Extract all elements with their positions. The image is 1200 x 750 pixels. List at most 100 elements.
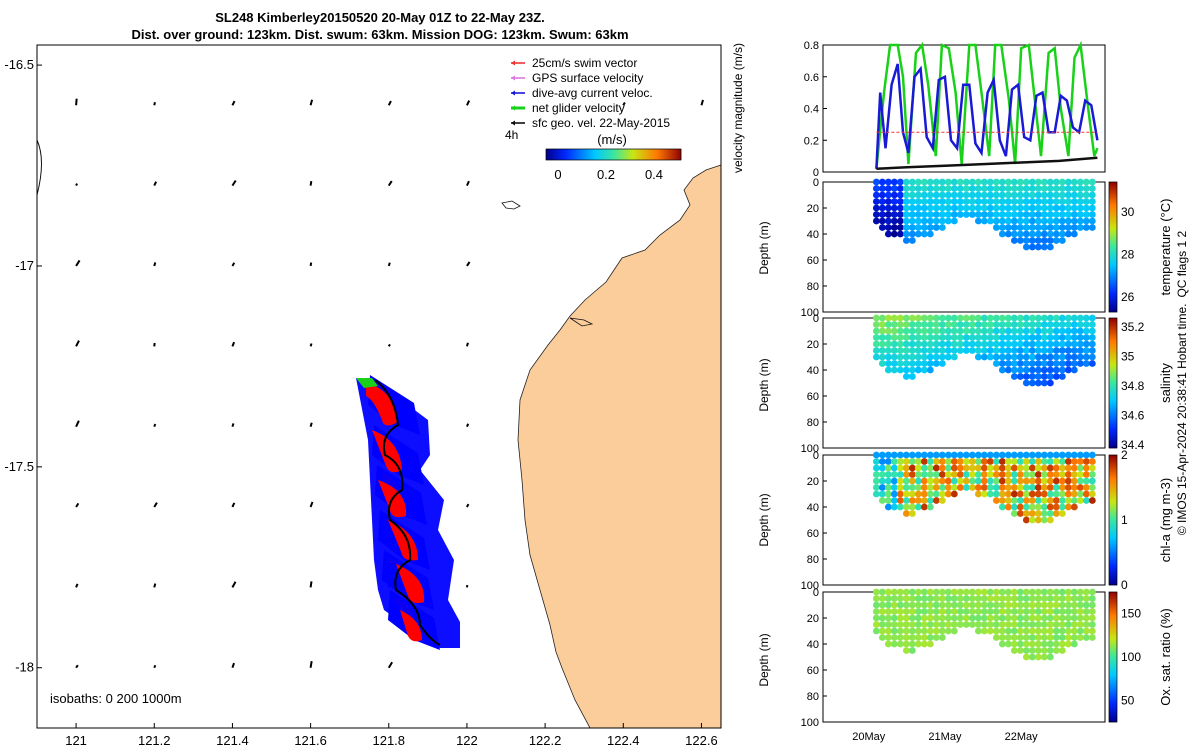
depth-data-point: [1034, 647, 1042, 654]
depth-data-point: [1046, 198, 1054, 205]
depth-data-point: [1076, 497, 1084, 504]
depth-data-point: [992, 588, 1000, 596]
depth-data-point: [986, 458, 994, 465]
depth-data-point: [1070, 471, 1078, 478]
depth-data-point: [1040, 314, 1048, 322]
depth-data-point: [950, 451, 958, 459]
colorbar-swatch: [561, 149, 563, 160]
depth-data-point: [920, 204, 928, 212]
depth-data-point: [1040, 490, 1048, 498]
colorbar-swatch: [1109, 306, 1117, 308]
colorbar-swatch: [1109, 360, 1117, 362]
depth-data-point: [1088, 224, 1096, 231]
depth-data-point: [1058, 230, 1066, 238]
track-surface-path: [374, 379, 441, 646]
colorbar-swatch: [1109, 493, 1117, 495]
current-vector: [466, 180, 470, 187]
depth-data-point: [1058, 510, 1066, 517]
colorbar-swatch: [1109, 293, 1117, 295]
depth-data-point: [992, 634, 1000, 641]
depth-data-point: [1070, 634, 1078, 641]
colorbar-swatch: [599, 149, 601, 160]
colorbar-swatch: [1109, 445, 1117, 447]
depth-data-point: [956, 185, 964, 192]
depth-data-point: [1034, 458, 1042, 465]
colorbar-swatch: [642, 149, 644, 160]
depth-data-point: [1052, 198, 1060, 205]
depth-data-point: [974, 191, 982, 199]
colorbar-swatch: [1109, 653, 1117, 655]
depth-data-point: [1082, 601, 1090, 609]
depth-data-point: [968, 204, 976, 212]
depth-data-point: [998, 503, 1006, 511]
depth-data-point: [1022, 608, 1030, 615]
depth-data-point: [1004, 608, 1012, 615]
depth-data-point: [890, 211, 898, 218]
depth-data-point: [878, 471, 886, 478]
colorbar-tick-label: 30: [1121, 205, 1135, 219]
depth-data-point: [878, 634, 886, 641]
colorbar-swatch: [1109, 396, 1117, 398]
depth-data-point: [998, 614, 1006, 622]
colorbar-swatch: [1109, 311, 1117, 313]
colorbar-swatch: [1109, 323, 1117, 325]
depth-data-point: [998, 185, 1006, 192]
current-vector: [75, 420, 80, 428]
colorbar-swatch: [1109, 390, 1117, 392]
colorbar-swatch: [1109, 413, 1117, 415]
depth-data-point: [1022, 191, 1030, 199]
depth-data-point: [938, 621, 946, 628]
depth-data-point: [1016, 204, 1024, 212]
depth-data-point: [926, 451, 934, 459]
depth-data-point: [902, 314, 910, 322]
colorbar-swatch: [1109, 349, 1117, 351]
depth-data-point: [1046, 360, 1054, 367]
depth-data-point: [1070, 640, 1078, 648]
depth-y-tick-label: 60: [807, 255, 819, 267]
depth-data-point: [974, 464, 982, 472]
depth-data-point: [1022, 477, 1030, 485]
depth-data-point: [1076, 614, 1084, 622]
colorbar-swatch: [1109, 507, 1117, 509]
depth-data-point: [944, 621, 952, 628]
depth-data-point: [998, 588, 1006, 596]
colorbar-swatch: [668, 149, 670, 160]
depth-data-point: [1034, 321, 1042, 328]
depth-data-point: [914, 458, 922, 465]
colorbar-swatch: [1109, 673, 1117, 675]
depth-data-point: [920, 334, 928, 341]
depth-data-point: [1088, 204, 1096, 212]
depth-data-point: [884, 366, 892, 374]
depth-data-point: [1076, 484, 1084, 491]
colorbar-swatch: [636, 149, 638, 160]
depth-data-point: [998, 490, 1006, 498]
depth-data-point: [872, 608, 880, 615]
depth-data-point: [920, 458, 928, 465]
colorbar-swatch: [629, 149, 631, 160]
depth-data-point: [944, 178, 952, 186]
depth-data-point: [878, 490, 886, 498]
depth-data-point: [1040, 379, 1048, 387]
depth-data-point: [890, 334, 898, 341]
depth-data-point: [1058, 503, 1066, 511]
colorbar-swatch: [1109, 426, 1117, 428]
depth-data-point: [1034, 484, 1042, 491]
depth-data-point: [1010, 327, 1018, 335]
depth-data-point: [878, 360, 886, 367]
depth-data-point: [968, 347, 976, 354]
depth-data-point: [998, 334, 1006, 341]
colorbar-swatch: [1109, 662, 1117, 664]
colorbar-swatch: [1109, 400, 1117, 402]
colorbar-swatch: [1109, 526, 1117, 528]
x-tick-label: 121.8: [372, 733, 405, 748]
depth-data-point: [896, 191, 904, 199]
depth-data-point: [884, 484, 892, 491]
colorbar-swatch: [1109, 578, 1117, 580]
colorbar-swatch: [1109, 622, 1117, 624]
colorbar-swatch: [1109, 707, 1117, 709]
colorbar-swatch: [1109, 706, 1117, 708]
colorbar-swatch: [1109, 240, 1117, 242]
depth-data-point: [872, 185, 880, 192]
depth-data-point: [1046, 497, 1054, 504]
colorbar-swatch: [1109, 469, 1117, 471]
